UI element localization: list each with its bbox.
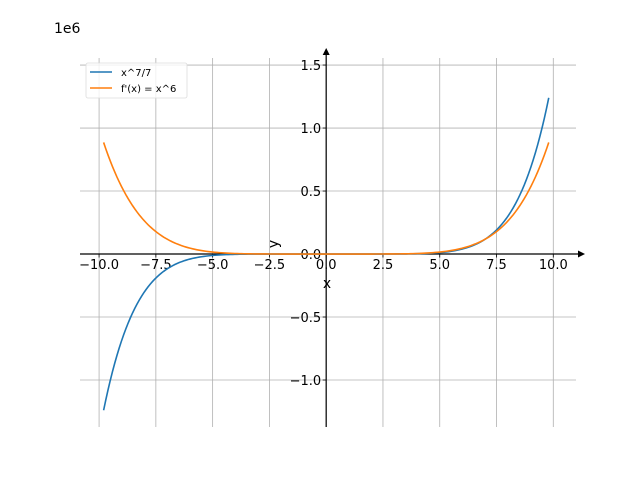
y-tick-label: 0.0 bbox=[300, 248, 321, 263]
x-tick-label: −10.0 bbox=[79, 258, 119, 273]
x-tick-label: 0.0 bbox=[316, 258, 337, 273]
x-tick-label: 10.0 bbox=[539, 258, 568, 273]
y-axis-label: y bbox=[266, 240, 282, 248]
grid bbox=[80, 58, 576, 427]
x-tick-label: 7.5 bbox=[486, 258, 507, 273]
x-tick-label: 2.5 bbox=[373, 258, 394, 273]
y-tick-label: 1.0 bbox=[300, 122, 321, 137]
y-tick-label: −0.5 bbox=[290, 311, 322, 326]
legend: x^7/7 f'(x) = x^6 bbox=[85, 62, 188, 99]
ticks: −10.0 −7.5 −5.0 −2.5 0.0 2.5 5.0 7.5 10.0 −1.0 −0.… bbox=[79, 59, 568, 389]
legend-label: f'(x) = x^6 bbox=[121, 84, 176, 95]
y-tick-label: 0.5 bbox=[300, 185, 321, 200]
x-tick-label: −5.0 bbox=[197, 258, 229, 273]
x-axis-arrow bbox=[578, 250, 585, 258]
x-tick-label: 5.0 bbox=[429, 258, 450, 273]
x-tick-label: −2.5 bbox=[254, 258, 286, 273]
y-tick-label: 1.5 bbox=[300, 59, 321, 74]
y-tick-label: −1.0 bbox=[290, 374, 322, 389]
y-axis-arrow bbox=[322, 48, 330, 55]
series-lines bbox=[102, 97, 550, 411]
x-axis-label: x bbox=[323, 276, 331, 292]
x-tick-label: −7.5 bbox=[140, 258, 172, 273]
y-offset-label: 1e6 bbox=[54, 21, 81, 37]
legend-label: x^7/7 bbox=[121, 68, 151, 79]
series-line bbox=[102, 142, 550, 255]
